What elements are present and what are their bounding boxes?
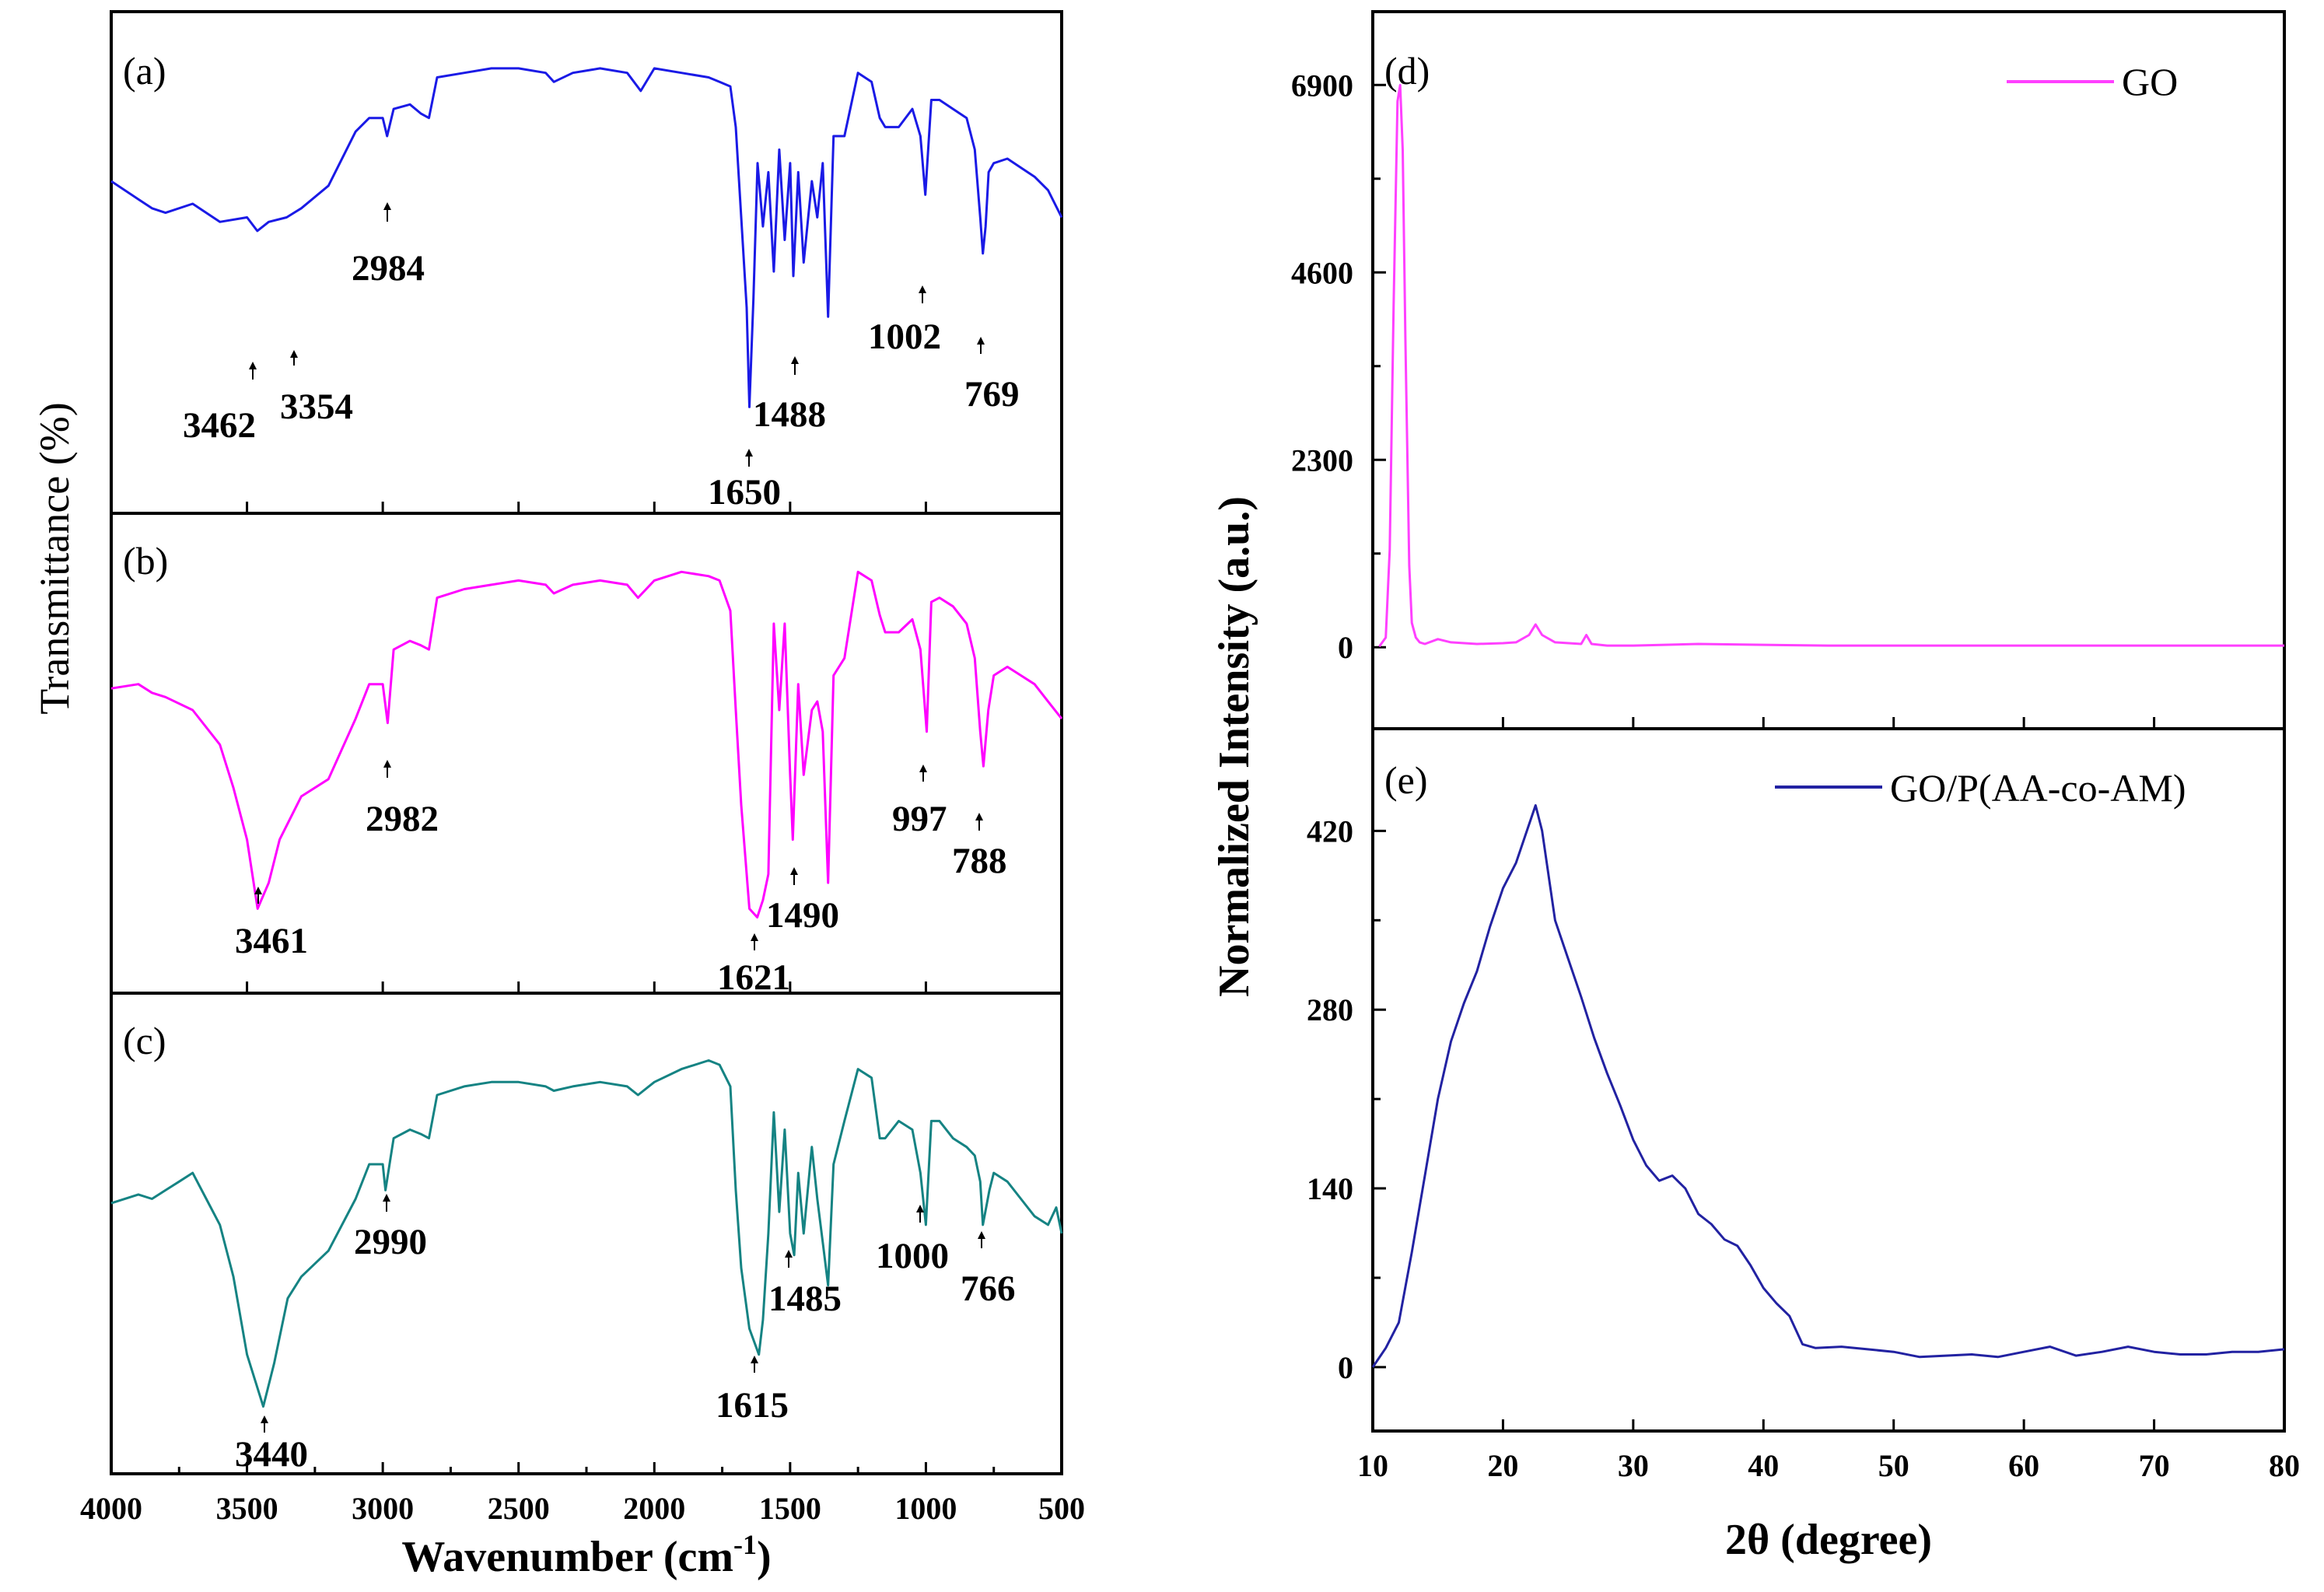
y-tick-label: 4600 [1291,255,1353,290]
ftir-x-tick-labels: 4000 3500 3000 2500 2000 1500 1000 500 [80,1491,1085,1526]
x-tick-label: 1500 [759,1491,821,1526]
y-tick-label: 420 [1307,813,1353,848]
peak-label: 1615 [716,1385,789,1426]
xrd-y-axis-title: Normalized Intensity (a.u.) [1210,496,1258,997]
xrd-ticks [1371,83,2286,1431]
series-go-paa-co-am [1371,804,2285,1368]
peak-label: 3440 [235,1434,308,1475]
x-tick-label: 60 [2008,1448,2039,1483]
peak-label: 3354 [280,387,353,427]
series-a [110,67,1063,408]
panel-label-e: (e) [1384,758,1428,802]
peak-label: 769 [964,374,1020,415]
peak-c-1000: 1000 [876,1205,949,1276]
peak-label: 2990 [354,1222,427,1262]
peak-a-3354: 3354 [280,350,353,427]
series-c [110,1059,1063,1408]
series-b [110,570,1063,918]
ftir-ticks [110,502,1063,1474]
peak-a-3462: 3462 [183,362,257,446]
x-tick-label: 50 [1878,1448,1909,1483]
panel-label-c: (c) [123,1019,166,1062]
panel-label-b: (b) [123,539,168,583]
ftir-chart: 4000 3500 3000 2500 2000 1500 1000 500 (a) (b) … [31,10,1085,1581]
peak-c-1615: 1615 [716,1356,789,1426]
x-tick-label: 500 [1038,1491,1085,1526]
peak-b-788: 788 [952,813,1007,881]
peak-label: 3462 [183,405,256,446]
x-tick-label: 30 [1618,1448,1649,1483]
peak-label: 1490 [766,895,839,936]
x-tick-label: 2500 [488,1491,550,1526]
peak-b-1621: 1621 [717,933,790,998]
ftir-x-axis-title: Wavenumber (cm-1) [401,1529,771,1581]
peak-label: 766 [961,1268,1016,1309]
xrd-x-axis-title: 2θ (degree) [1725,1516,1932,1564]
xrd-frame [1371,10,2286,1433]
x-tick-label: 4000 [80,1491,142,1526]
peak-b-1490: 1490 [766,867,839,936]
peak-label: 1621 [717,957,790,998]
peak-b-997: 997 [892,765,947,839]
peak-label: 2984 [352,248,425,289]
peak-a-1002: 1002 [868,285,941,357]
legend-label-go: GO [2122,60,2178,103]
xrd-chart: 10 20 30 40 50 60 70 8002300460069000140280420 … [1210,10,2300,1564]
spectrum-c [110,1059,1063,1408]
legend-go: GO [2007,60,2178,103]
peak-label: 2982 [366,799,439,839]
x-tick-label: 3000 [352,1491,414,1526]
x-tick-label: 40 [1748,1448,1779,1483]
peak-label: 1485 [768,1279,842,1319]
peak-c-766: 766 [961,1231,1016,1309]
panel-label-d: (d) [1384,49,1430,93]
y-tick-label: 0 [1338,1350,1353,1385]
peak-label: 1000 [876,1236,949,1276]
peak-b-2982: 2982 [366,760,439,839]
y-tick-label: 140 [1307,1171,1353,1206]
peak-a-1650: 1650 [708,449,781,513]
y-tick-label: 280 [1307,992,1353,1027]
peak-c-2990: 2990 [354,1194,427,1262]
peak-label: 3461 [235,921,308,961]
peak-label: 1488 [753,394,826,435]
x-tick-label: 80 [2269,1448,2300,1483]
peak-a-2984: 2984 [352,202,425,289]
peak-annotations: 2984 3462 3354 1650 1488 1002 [183,202,1020,1475]
legend-label-go-paa: GO/P(AA-co-AM) [1890,766,2186,810]
spectrum-a [110,67,1063,408]
xrd-line [1371,804,2285,1368]
legend-go-paa: GO/P(AA-co-AM) [1775,766,2186,810]
xrd-line [1378,83,2284,648]
y-tick-label: 6900 [1291,68,1353,103]
x-tick-label: 3500 [216,1491,278,1526]
spectrum-b [110,570,1063,918]
x-tick-label: 20 [1487,1448,1518,1483]
x-tick-label: 70 [2139,1448,2170,1483]
peak-label: 997 [892,799,947,839]
series-go [1378,83,2284,648]
x-tick-label: 2000 [623,1491,685,1526]
xrd-tick-labels: 10 20 30 40 50 60 70 80 0 2300 4600 6900 0 140 280 420 [1291,68,2300,1483]
x-tick-label: 1000 [894,1491,957,1526]
y-tick-label: 0 [1338,630,1353,665]
x-tick-label: 10 [1357,1448,1388,1483]
panel-label-a: (a) [123,49,166,93]
peak-label: 788 [952,841,1007,881]
peak-a-1488: 1488 [753,356,826,435]
peak-c-1485: 1485 [768,1250,842,1319]
peak-a-769: 769 [964,337,1020,415]
peak-b-3461: 3461 [235,887,308,961]
peak-label: 1002 [868,317,941,357]
y-tick-label: 2300 [1291,443,1353,478]
ftir-y-axis-title: Transmittance (%) [31,402,78,714]
peak-c-3440: 3440 [235,1415,308,1475]
peak-label: 1650 [708,472,781,513]
